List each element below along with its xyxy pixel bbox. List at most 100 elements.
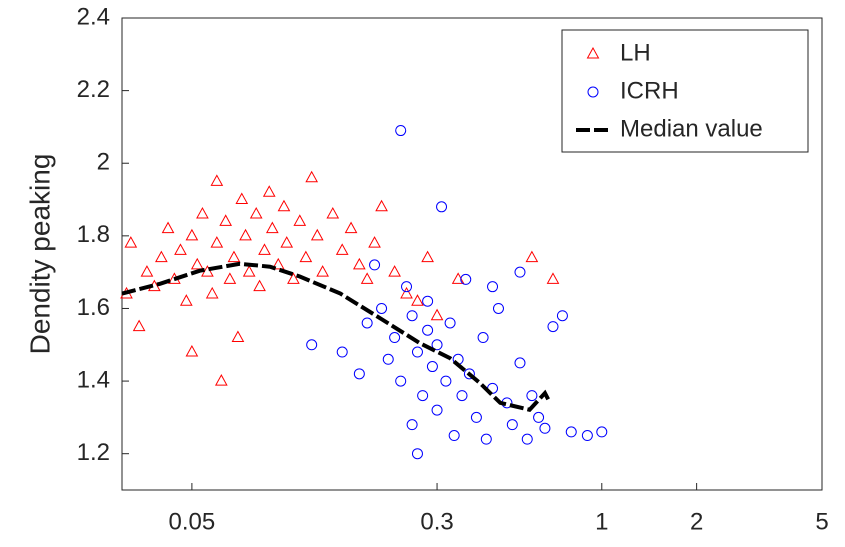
circle-marker	[506, 419, 518, 431]
circle-marker	[533, 411, 545, 423]
legend-symbol	[587, 86, 599, 98]
circle-marker	[480, 433, 492, 445]
triangle-marker	[360, 272, 374, 284]
circle-marker	[440, 375, 452, 387]
circle-marker	[547, 321, 559, 333]
circle-marker	[456, 390, 468, 402]
circle-marker	[444, 317, 456, 329]
triangle-marker	[231, 330, 245, 343]
circle-marker	[422, 295, 434, 307]
circle-marker	[514, 357, 526, 369]
circle-marker	[353, 368, 365, 380]
x-tick-label: 0.05	[169, 508, 216, 535]
circle-marker	[492, 302, 504, 314]
circle-marker	[526, 390, 538, 402]
y-tick-label: 2.4	[77, 3, 110, 30]
circle-marker	[369, 259, 381, 271]
triangle-marker	[124, 236, 138, 248]
circle-marker	[521, 433, 533, 445]
circle-marker	[596, 426, 608, 438]
triangle-marker	[185, 228, 199, 241]
circle-marker	[395, 125, 407, 137]
x-tick-label: 2	[690, 508, 703, 535]
circle-marker	[470, 411, 482, 423]
triangle-marker	[310, 228, 324, 241]
triangle-marker	[227, 250, 241, 263]
circle-marker	[306, 339, 318, 351]
circle-marker	[361, 317, 373, 329]
triangle-marker	[210, 174, 224, 186]
legend-label: ICRH	[620, 77, 679, 104]
circle-marker	[336, 346, 348, 358]
circle-marker	[382, 353, 394, 365]
circle-marker	[431, 404, 443, 416]
triangle-marker	[335, 243, 349, 255]
circle-marker	[565, 426, 577, 438]
triangle-marker	[352, 257, 366, 270]
y-tick-label: 1.2	[77, 439, 110, 466]
circle-marker	[431, 339, 443, 351]
triangle-marker	[265, 221, 279, 234]
circle-marker	[426, 361, 438, 373]
triangle-marker	[214, 374, 228, 386]
circle-marker	[487, 281, 499, 293]
x-tick-label: 0.3	[420, 508, 453, 535]
triangle-marker	[525, 250, 539, 263]
y-axis-label: Dendity peaking	[24, 154, 55, 355]
triangle-marker	[316, 265, 329, 277]
median-line	[121, 261, 552, 412]
y-tick-label: 1.4	[77, 366, 110, 393]
triangle-marker	[205, 286, 219, 299]
triangle-marker	[140, 265, 154, 277]
circle-marker	[411, 346, 423, 358]
circle-marker	[581, 430, 593, 442]
y-tick-label: 2	[97, 149, 110, 176]
circle-marker	[463, 368, 475, 380]
circle-marker	[417, 390, 429, 402]
circle-marker	[539, 422, 551, 434]
triangle-marker	[400, 286, 413, 299]
legend-label: Median value	[620, 115, 763, 142]
triangle-marker	[277, 199, 291, 212]
triangle-marker	[223, 272, 237, 284]
triangle-marker	[242, 265, 256, 277]
x-tick-label: 5	[815, 508, 828, 535]
circle-marker	[448, 430, 460, 442]
circle-marker	[422, 324, 434, 336]
triangle-marker	[375, 199, 388, 212]
triangle-marker	[411, 294, 424, 306]
triangle-marker	[280, 236, 294, 248]
x-tick-label: 1	[595, 508, 608, 535]
triangle-marker	[249, 207, 263, 219]
circle-marker	[411, 448, 423, 460]
circle-marker	[389, 332, 401, 344]
circle-marker	[401, 281, 413, 293]
triangle-marker	[235, 192, 249, 205]
triangle-marker	[132, 319, 146, 332]
triangle-marker	[293, 214, 307, 226]
triangle-marker	[210, 236, 224, 248]
circle-marker	[406, 419, 418, 431]
triangle-marker	[239, 228, 252, 241]
triangle-marker	[430, 308, 444, 321]
triangle-marker	[421, 250, 434, 263]
triangle-marker	[287, 272, 300, 284]
legend-symbol	[586, 46, 600, 59]
circle-marker	[376, 302, 388, 314]
circle-marker	[406, 310, 418, 322]
triangle-marker	[262, 185, 276, 197]
triangle-marker	[253, 279, 266, 292]
y-tick-label: 2.2	[77, 76, 110, 103]
plot-frame	[121, 17, 823, 491]
triangle-marker	[271, 257, 285, 270]
y-tick-label: 1.8	[77, 221, 110, 248]
circle-marker	[460, 273, 472, 285]
y-tick-label: 1.6	[77, 294, 110, 321]
triangle-marker	[388, 265, 401, 277]
circle-marker	[395, 375, 407, 387]
triangle-marker	[190, 257, 204, 270]
triangle-marker	[368, 236, 381, 248]
triangle-marker	[305, 170, 319, 183]
triangle-marker	[161, 221, 175, 234]
